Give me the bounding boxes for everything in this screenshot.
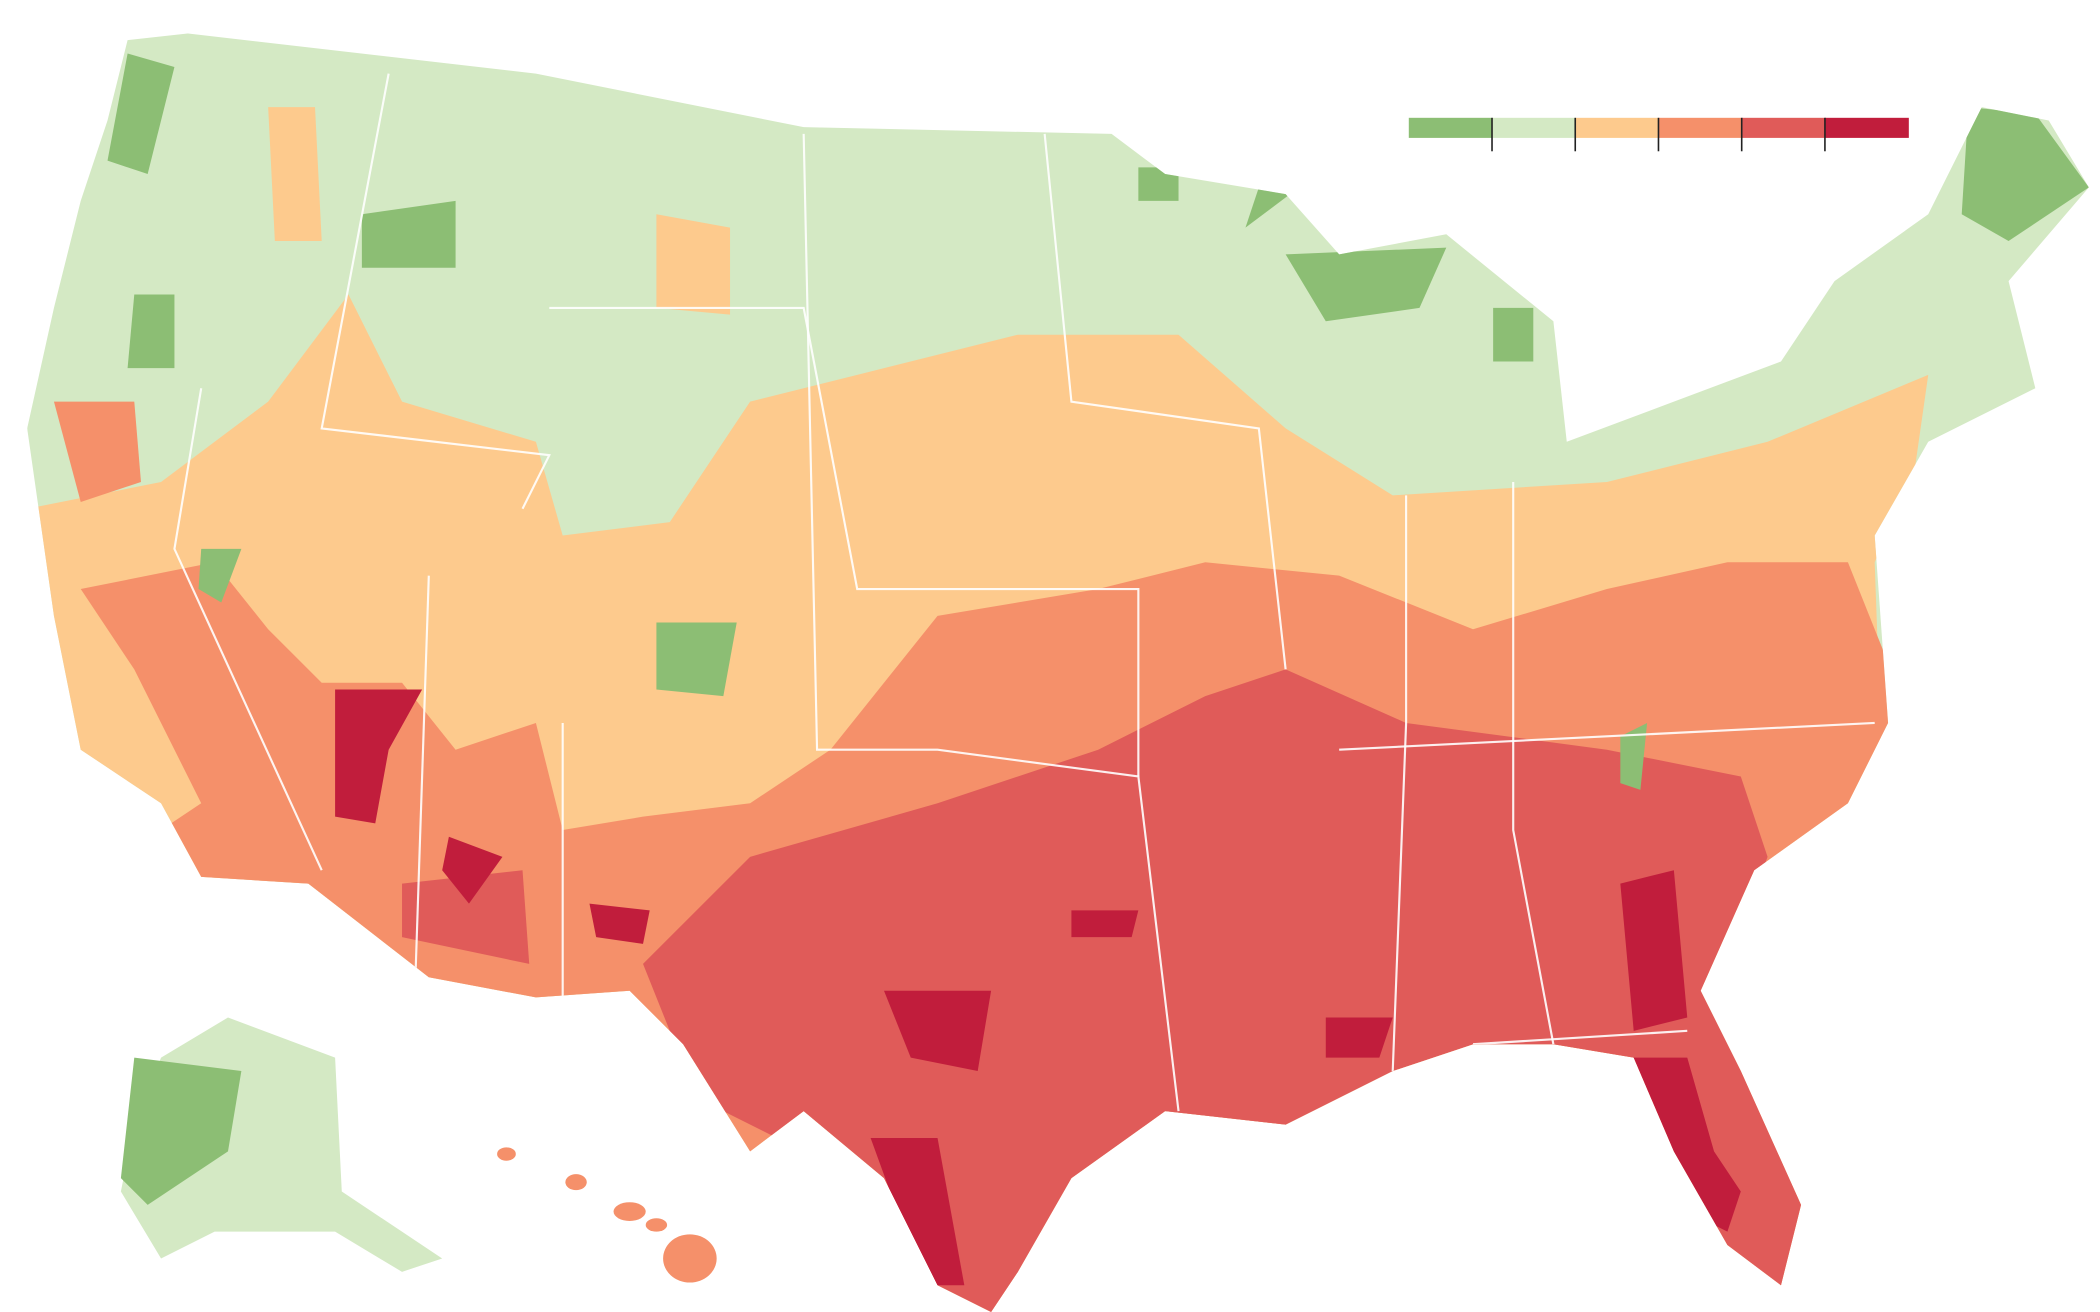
region xyxy=(120,1057,242,1205)
island xyxy=(565,1174,587,1191)
region xyxy=(361,200,456,268)
region xyxy=(127,294,175,369)
state-border xyxy=(1339,721,1875,751)
legend xyxy=(1408,117,1909,152)
state-border xyxy=(414,575,430,978)
region xyxy=(1325,1017,1393,1058)
region xyxy=(1071,910,1139,938)
region xyxy=(1493,307,1534,362)
legend-swatch xyxy=(1575,117,1660,138)
legend-swatch xyxy=(1408,117,1493,138)
state-border xyxy=(1472,1029,1688,1046)
region xyxy=(198,548,242,603)
state-border xyxy=(1512,481,1555,1045)
region xyxy=(335,689,423,824)
region xyxy=(870,1137,965,1286)
region xyxy=(402,870,530,964)
state-border xyxy=(802,133,1180,1112)
island xyxy=(663,1234,717,1283)
region xyxy=(1245,187,1300,228)
legend-swatch xyxy=(1492,117,1576,138)
region xyxy=(1961,107,2089,241)
state-border xyxy=(549,306,1140,777)
island xyxy=(645,1218,668,1232)
legend-swatch xyxy=(1658,117,1743,138)
region xyxy=(589,903,650,944)
legend-swatch xyxy=(1741,117,1826,138)
state-border xyxy=(1391,495,1408,1072)
legend-swatch xyxy=(1824,117,1909,138)
region xyxy=(1138,167,1179,201)
region xyxy=(1620,870,1688,1031)
region xyxy=(53,401,141,503)
region xyxy=(107,53,175,175)
region xyxy=(442,836,503,904)
region xyxy=(656,622,737,697)
state-border xyxy=(173,388,323,871)
region xyxy=(883,990,992,1072)
region xyxy=(1285,247,1447,322)
state-border xyxy=(1043,133,1287,670)
island xyxy=(497,1147,516,1161)
region xyxy=(1620,722,1648,790)
hawaii xyxy=(497,1147,717,1283)
state-border xyxy=(320,73,551,510)
island xyxy=(613,1202,646,1221)
region xyxy=(656,214,731,315)
region xyxy=(268,107,322,241)
